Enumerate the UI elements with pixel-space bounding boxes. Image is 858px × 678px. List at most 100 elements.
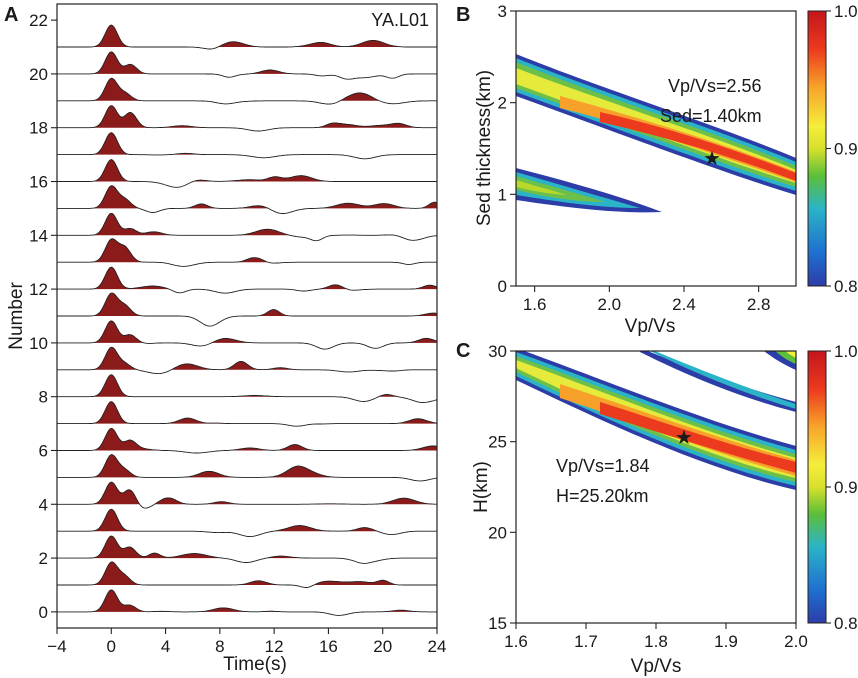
trace-positive-fill: [57, 374, 437, 397]
panel-b-best-fit-star: ★: [703, 148, 721, 170]
panel-b-x-tick-label: 2.0: [598, 295, 622, 314]
trace-waveform-3: [57, 508, 437, 538]
trace-positive-fill: [57, 482, 437, 505]
panel-b-x-label: Vp/Vs: [625, 316, 676, 337]
panel-c-x-label: Vp/Vs: [631, 656, 682, 677]
panel-b-annotation-vpvs: Vp/Vs=2.56: [668, 76, 762, 96]
trace-positive-fill: [57, 238, 437, 263]
panel-a-receiver-functions: A YA.L01 −4 0 4 8 12 16 20 24 02468101214161820…: [4, 3, 446, 675]
panel-a-y-tick-label: 22: [29, 11, 48, 30]
trace-waveform-18: [57, 105, 437, 132]
panel-a-y-tick-label: 6: [39, 441, 48, 460]
trace-waveform-11: [57, 292, 437, 327]
panel-a-x-tick-label: 12: [265, 637, 284, 656]
panel-c-annotation-vpvs: Vp/Vs=1.84: [556, 456, 650, 476]
trace-positive-fill: [57, 185, 437, 209]
b-band-layer-red: [600, 112, 796, 181]
b-lobe-cyan: [516, 172, 640, 208]
panel-b-colorbar-tick-label: 0.9: [834, 140, 858, 159]
panel-a-y-tick-label: 4: [39, 495, 48, 514]
c-upper-band-inner: [650, 351, 796, 409]
panel-a-y-label: Number: [6, 282, 27, 350]
panel-b-colorbar: [807, 10, 827, 287]
panel-c-y-tick-label: 30: [488, 342, 507, 361]
panel-a-x-tick-label: 16: [319, 637, 338, 656]
panel-c-y-label: H(km): [471, 461, 492, 513]
b-lobe-green: [516, 176, 605, 202]
trace-positive-fill: [57, 132, 437, 155]
panel-b-y-tick-label: 3: [498, 2, 507, 21]
panel-a-x-tick-label: 4: [161, 637, 170, 656]
panel-c-crust-stack: C ★ Vp/Vs=1.84 H=25.20km 1.6 1.7 1.8 1.9 2.0…: [456, 340, 858, 677]
trace-positive-fill: [57, 454, 437, 478]
b-lobe-blue: [516, 168, 662, 213]
trace-positive-fill: [57, 78, 437, 101]
trace-positive-fill: [57, 536, 437, 559]
panel-c-colorbar-tick-label: 1.0: [834, 342, 858, 361]
panel-a-x-tick-label: 0: [107, 637, 116, 656]
panel-c-colorbar-tick-label: 0.8: [834, 614, 858, 633]
panel-b-x-ticks: 1.6 2.0 2.4 2.8: [523, 286, 770, 314]
trace-waveform-19: [57, 77, 437, 105]
panel-c-x-ticks: 1.6 1.7 1.8 1.9 2.0: [504, 623, 808, 651]
trace-waveform-0: [57, 589, 437, 616]
panel-a-x-tick-label: 24: [428, 637, 447, 656]
panel-a-y-tick-label: 2: [39, 549, 48, 568]
panel-c-colorbar-ticks: 0.8 0.9 1.0: [826, 342, 858, 633]
panel-b-x-tick-label: 2.4: [672, 295, 696, 314]
panel-c-letter: C: [456, 340, 470, 362]
panel-b-heatmap: [516, 54, 796, 213]
trace-waveform-2: [57, 535, 437, 564]
panel-b-x-tick-label: 1.6: [523, 295, 547, 314]
trace-positive-fill: [57, 401, 437, 424]
panel-c-y-tick-label: 25: [488, 433, 507, 452]
panel-c-x-tick-label: 1.8: [644, 632, 668, 651]
panel-a-x-tick-label: −4: [47, 637, 66, 656]
trace-waveform-13: [57, 238, 437, 267]
trace-positive-fill: [57, 159, 437, 182]
trace-positive-fill: [57, 428, 437, 451]
trace-positive-fill: [57, 320, 437, 343]
panel-b-letter: B: [456, 4, 470, 26]
panel-a-y-tick-label: 0: [39, 603, 48, 622]
panel-a-frame: [56, 3, 438, 629]
trace-positive-fill: [57, 105, 437, 128]
trace-waveform-12: [57, 266, 437, 294]
trace-waveform-16: [57, 159, 437, 188]
panel-a-x-ticks: −4 0 4 8 12 16 20 24: [47, 628, 446, 656]
panel-b-colorbar-ticks: 0.8 0.9 1.0: [826, 2, 858, 296]
panel-c-x-tick-label: 1.7: [574, 632, 598, 651]
panel-a-y-tick-label: 16: [29, 173, 48, 192]
b-lobe-yellowgreen: [516, 180, 566, 195]
panel-a-y-tick-label: 20: [29, 65, 48, 84]
panel-a-x-label: Time(s): [223, 654, 287, 675]
panel-c-y-tick-label: 15: [488, 614, 507, 633]
panel-a-y-tick-label: 14: [29, 226, 48, 245]
trace-positive-fill: [57, 293, 437, 316]
trace-positive-fill: [57, 562, 437, 585]
panel-b-frame: [515, 10, 797, 287]
panel-c-best-fit-star: ★: [675, 427, 693, 449]
trace-positive-fill: [57, 347, 437, 370]
panel-a-x-tick-label: 8: [215, 637, 224, 656]
panel-c-y-tick-label: 20: [488, 523, 507, 542]
trace-waveform-9: [57, 346, 437, 375]
panel-c-colorbar-tick-label: 0.9: [834, 478, 858, 497]
panel-c-x-tick-label: 1.9: [714, 632, 738, 651]
panel-a-y-tick-label: 18: [29, 119, 48, 138]
station-label: YA.L01: [371, 10, 429, 30]
panel-a-y-tick-label: 10: [29, 334, 48, 353]
panel-b-y-ticks: 0 1 2 3: [498, 2, 516, 296]
trace-waveform-4: [57, 481, 437, 509]
panel-c-annotation-h: H=25.20km: [556, 486, 649, 506]
trace-waveform-8: [57, 374, 437, 403]
panel-c-x-tick-label: 2.0: [784, 632, 808, 651]
panel-b-colorbar-tick-label: 1.0: [834, 2, 858, 21]
c-band-layer-red: [600, 402, 796, 473]
trace-waveform-15: [57, 185, 437, 214]
trace-waveform-17: [57, 132, 437, 160]
panel-c-heatmap: [516, 351, 796, 490]
trace-waveform-7: [57, 401, 437, 427]
panel-c-x-tick-label: 1.6: [504, 632, 528, 651]
panel-c-y-ticks: 15 20 25 30: [488, 342, 516, 633]
